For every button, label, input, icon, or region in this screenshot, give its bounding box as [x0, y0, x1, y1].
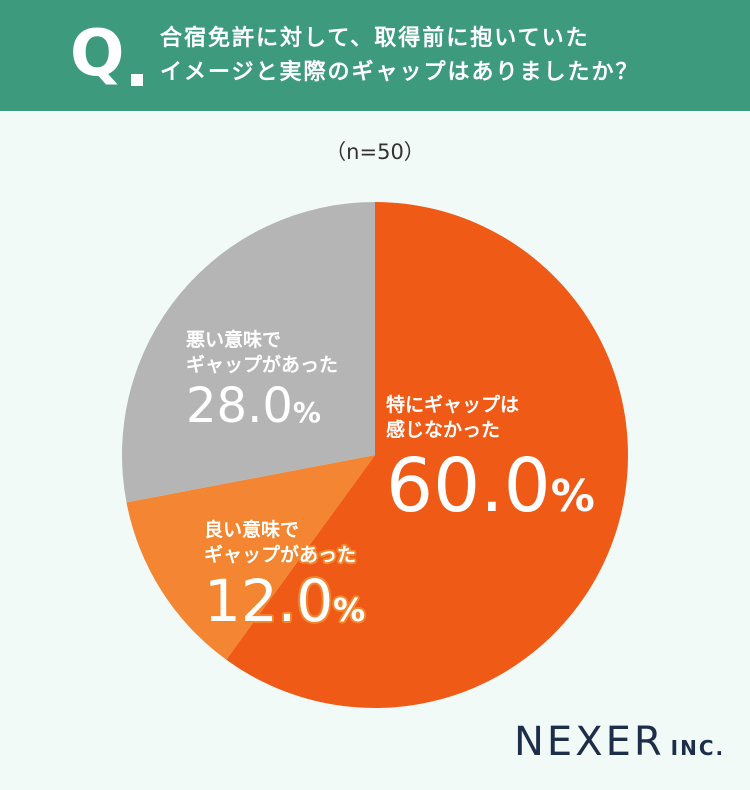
- q-dot: [131, 74, 143, 86]
- question-text: 合宿免許に対して、取得前に抱いていた イメージと実際のギャップはありましたか？: [160, 22, 740, 90]
- slice-value-good-gap: 12.0: [204, 567, 334, 635]
- q-mark: Q: [70, 17, 125, 91]
- slice-label-good-gap: 良い意味で ギャップがあった 12.0%: [204, 518, 365, 630]
- slice-label-bad-gap: 悪い意味で ギャップがあった 28.0%: [186, 328, 338, 430]
- pie-slice-good-gap: [126, 455, 375, 660]
- slice-unit-good-gap: %: [333, 591, 366, 629]
- question-line-1: 合宿免許に対して、取得前に抱いていた: [160, 26, 590, 51]
- slice-unit-bad-gap: %: [292, 396, 321, 429]
- question-header: Q 合宿免許に対して、取得前に抱いていた イメージと実際のギャップはありましたか…: [0, 0, 750, 111]
- pie-slice-no-gap: [226, 202, 629, 708]
- slice-unit-no-gap: %: [550, 471, 595, 522]
- question-line-2: イメージと実際のギャップはありましたか？: [160, 60, 640, 85]
- nexer-logo: NEXER INC.: [514, 719, 725, 765]
- logo-sub: INC.: [670, 736, 726, 760]
- slice-value-no-gap: 60.0: [386, 443, 551, 529]
- logo-main: NEXER: [514, 719, 665, 765]
- slice-label-bad-gap-line2: ギャップがあった: [186, 354, 339, 376]
- slice-label-no-gap-line2: 感じなかった: [386, 419, 501, 441]
- slice-label-bad-gap-line1: 悪い意味で: [186, 329, 282, 351]
- slice-label-good-gap-line2: ギャップがあった: [204, 544, 357, 566]
- slice-value-bad-gap: 28.0: [186, 378, 293, 434]
- slice-label-good-gap-line1: 良い意味で: [204, 519, 300, 541]
- pie-slice-bad-gap: [121, 202, 375, 503]
- slice-label-no-gap-line1: 特にギャップは: [386, 394, 520, 416]
- sample-size: （n=50）: [325, 140, 425, 164]
- slice-label-no-gap: 特にギャップは 感じなかった 60.0%: [386, 393, 595, 523]
